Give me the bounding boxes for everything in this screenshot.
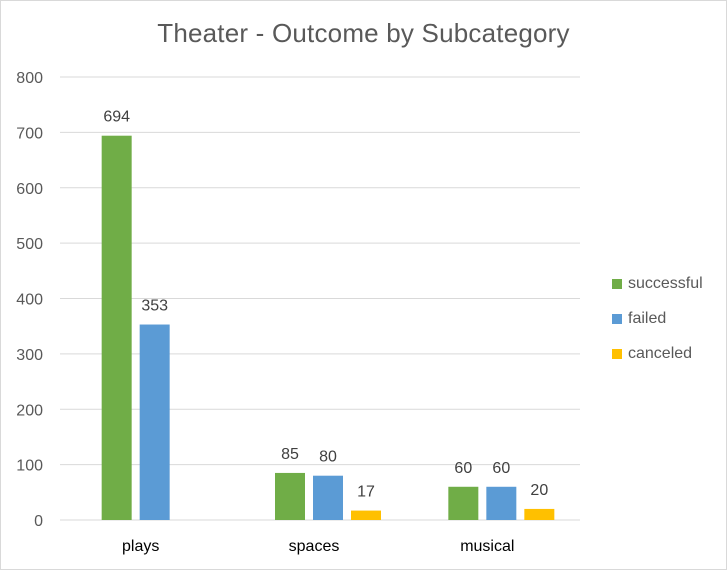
legend-item-failed: failed <box>612 301 722 336</box>
y-tick-label: 0 <box>34 513 43 530</box>
data-label-failed-spaces: 80 <box>319 449 337 466</box>
legend-label-failed: failed <box>628 309 667 327</box>
chart-title: Theater - Outcome by Subcategory <box>157 18 570 48</box>
x-tick-label-plays: plays <box>122 538 159 555</box>
bar-failed-spaces <box>313 475 343 520</box>
y-tick-label: 400 <box>16 292 43 309</box>
data-label-successful-musical: 60 <box>454 460 472 477</box>
x-tick-label-musical: musical <box>460 538 514 555</box>
y-tick-label: 100 <box>16 458 43 475</box>
x-tick-label-spaces: spaces <box>289 538 340 555</box>
y-tick-label: 600 <box>16 181 43 198</box>
y-tick-label: 500 <box>16 236 43 253</box>
bar-successful-plays <box>101 135 132 520</box>
bar-canceled-musical <box>524 508 555 520</box>
legend-swatch-failed <box>612 313 622 324</box>
bar-failed-musical <box>486 486 517 520</box>
data-label-successful-spaces: 85 <box>281 446 299 463</box>
y-tick-label: 800 <box>16 70 43 87</box>
legend-label-canceled: canceled <box>628 344 693 362</box>
y-tick-label: 700 <box>16 125 43 142</box>
legend-swatch-successful <box>612 278 622 289</box>
data-label-canceled-spaces: 17 <box>357 484 375 501</box>
bar-successful-spaces <box>275 472 305 520</box>
bar-failed-plays <box>139 324 170 520</box>
legend-label-successful: successful <box>628 274 703 292</box>
legend-item-successful: successful <box>612 266 722 301</box>
bar-successful-musical <box>448 486 479 520</box>
data-label-failed-musical: 60 <box>492 460 510 477</box>
data-label-canceled-musical: 20 <box>530 482 548 499</box>
data-label-successful-plays: 694 <box>103 109 130 126</box>
chart-legend: successful failed canceled <box>612 266 722 371</box>
legend-item-canceled: canceled <box>612 336 722 371</box>
bar-canceled-spaces <box>351 510 381 520</box>
data-label-failed-plays: 353 <box>141 298 168 315</box>
y-tick-label: 300 <box>16 347 43 364</box>
legend-swatch-canceled <box>612 348 622 359</box>
y-tick-label: 200 <box>16 402 43 419</box>
